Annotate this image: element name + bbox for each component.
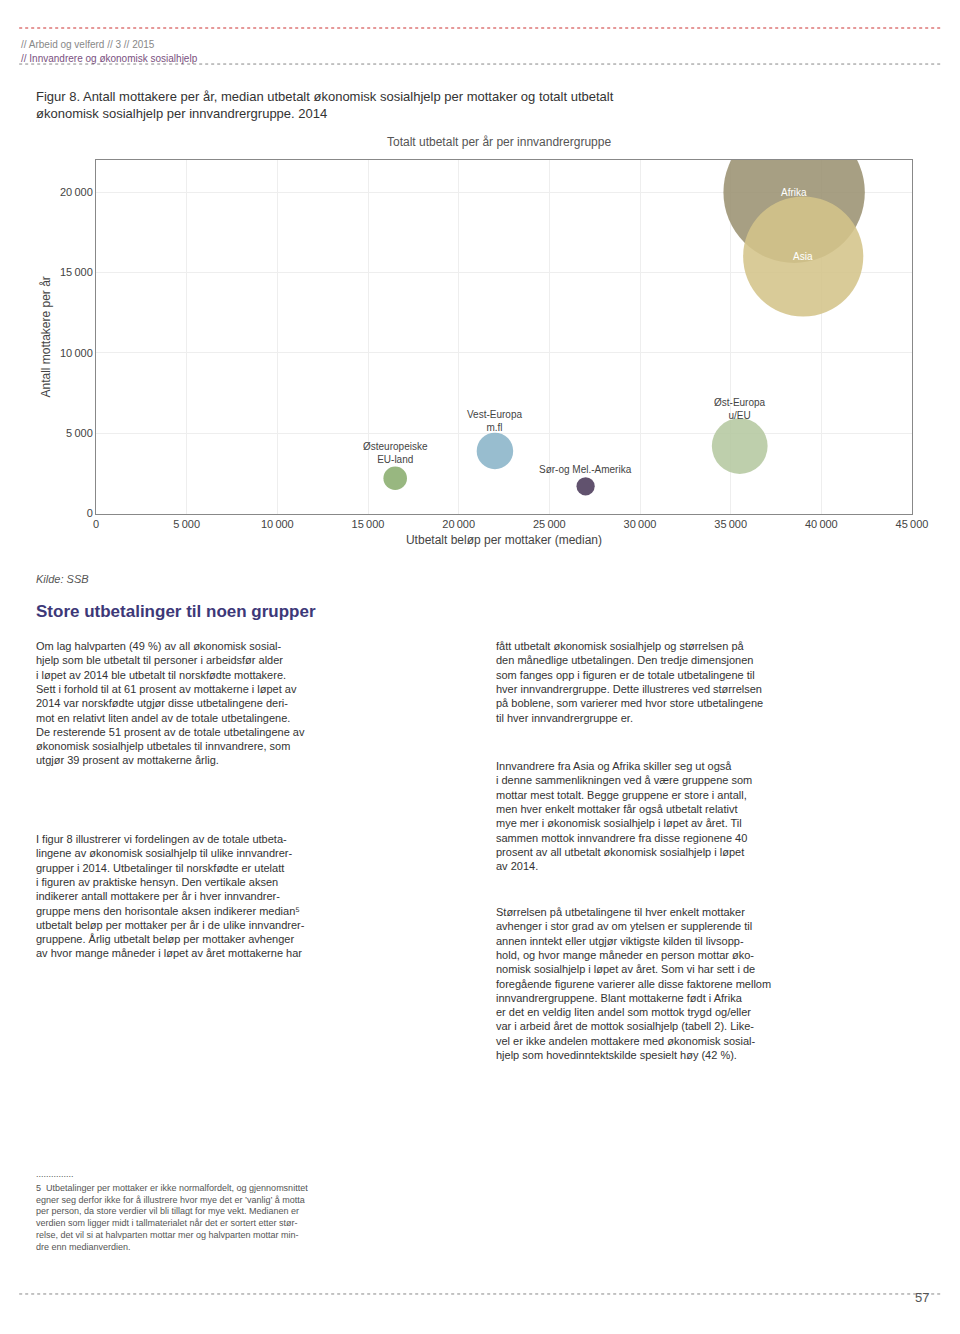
svg-text:40 000: 40 000 — [805, 518, 838, 530]
svg-text:// Arbeid og velferd // 3 // 2: // Arbeid og velferd // 3 // 2015 — [21, 39, 155, 50]
svg-text:fått utbetalt økonomisk sosial: fått utbetalt økonomisk sosialhjelp og s… — [496, 640, 763, 724]
svg-text:ØsteuropeiskeEU-land: ØsteuropeiskeEU-land — [363, 441, 428, 465]
svg-text:Størrelsen på utbetalingene ti: Størrelsen på utbetalingene til hver enk… — [496, 906, 771, 1061]
svg-text:30 000: 30 000 — [624, 518, 657, 530]
svg-text:Afrika: Afrika — [781, 187, 807, 198]
svg-text:0: 0 — [87, 507, 93, 519]
svg-text:5 000: 5 000 — [66, 427, 93, 439]
svg-text:15 000: 15 000 — [352, 518, 385, 530]
svg-text:20 000: 20 000 — [60, 186, 93, 198]
svg-text:10 000: 10 000 — [261, 518, 294, 530]
svg-text:Øst-Europau/EU: Øst-Europau/EU — [714, 397, 766, 421]
svg-text:35 000: 35 000 — [714, 518, 747, 530]
svg-text:I figur 8 illustrerer vi forde: I figur 8 illustrerer vi fordelingen av … — [36, 833, 305, 959]
svg-text:10 000: 10 000 — [60, 347, 93, 359]
svg-text:5 Utbetalinger per mottaker e: 5 Utbetalinger per mottaker er ikke norm… — [36, 1183, 308, 1252]
svg-text:0: 0 — [93, 518, 99, 530]
svg-text:25 000: 25 000 — [533, 518, 566, 530]
svg-text:20 000: 20 000 — [442, 518, 475, 530]
svg-text:Kilde: SSB: Kilde: SSB — [36, 573, 89, 585]
svg-text:Utbetalt beløp per mottaker (m: Utbetalt beløp per mottaker (median) — [406, 533, 602, 547]
svg-text:Asia: Asia — [793, 251, 813, 262]
svg-text:Vest-Europam.fl: Vest-Europam.fl — [467, 409, 522, 433]
svg-text:Antall mottakere per år: Antall mottakere per år — [39, 276, 53, 397]
svg-text:15 000: 15 000 — [60, 266, 93, 278]
svg-text:Store utbetalinger til noen gr: Store utbetalinger til noen grupper — [36, 602, 316, 621]
svg-text:5 000: 5 000 — [173, 518, 200, 530]
svg-text:45 000: 45 000 — [896, 518, 929, 530]
svg-text:// Innvandrere og økonomisk so: // Innvandrere og økonomisk sosialhjelp — [21, 53, 198, 64]
svg-text:57: 57 — [915, 1290, 929, 1305]
svg-text:Innvandrere fra Asia og Afrika: Innvandrere fra Asia og Afrika skiller s… — [496, 760, 752, 872]
svg-text:Sør-og Mel.-Amerika: Sør-og Mel.-Amerika — [539, 464, 632, 475]
svg-text:Figur 8. Antall mottakere per: Figur 8. Antall mottakere per år, median… — [36, 89, 614, 121]
svg-text:...............: ............... — [36, 1169, 74, 1179]
svg-text:Om lag halvparten (49 %) av al: Om lag halvparten (49 %) av all økonomis… — [36, 640, 305, 766]
svg-text:Totalt utbetalt per år per inn: Totalt utbetalt per år per innvandrergru… — [387, 135, 611, 149]
